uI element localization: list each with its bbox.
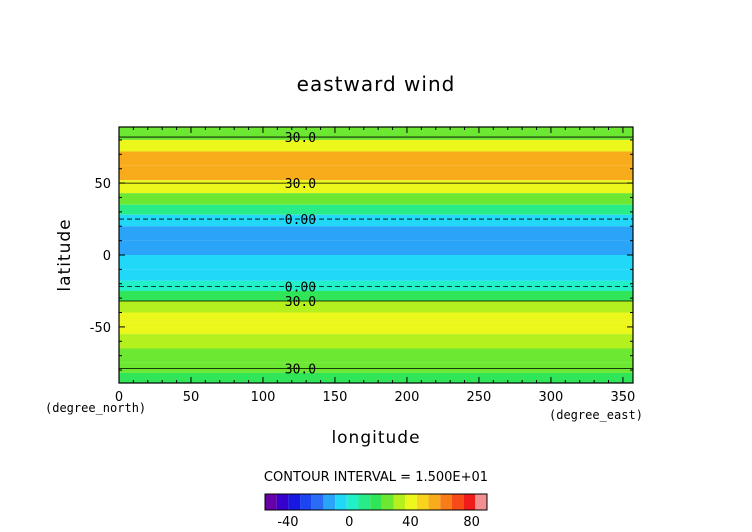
- colorbar-swatch: [393, 494, 406, 510]
- contour-label: 30.0: [285, 295, 316, 310]
- colorbar-tick-label: 40: [402, 515, 419, 530]
- x-tick-label: 150: [323, 390, 348, 405]
- heat-band: [119, 301, 633, 313]
- colorbar-swatch: [428, 494, 441, 510]
- x-tick-label: 0: [115, 390, 123, 405]
- colorbar-swatch: [416, 494, 429, 510]
- heat-band: [119, 204, 633, 215]
- heat-band: [119, 372, 633, 383]
- heat-band: [119, 269, 633, 281]
- y-tick-label: 50: [94, 177, 111, 192]
- heat-band: [119, 255, 633, 270]
- heat-band: [119, 139, 633, 152]
- colorbar-tick-label: 0: [345, 515, 353, 530]
- heat-band: [119, 226, 633, 241]
- heat-band: [119, 290, 633, 302]
- contour-label: 30.0: [285, 177, 316, 192]
- heat-band: [119, 240, 633, 255]
- colorbar-swatch: [335, 494, 347, 510]
- x-unit-label: (degree_east): [549, 408, 643, 422]
- x-tick-label: 50: [183, 390, 200, 405]
- colorbar-swatch: [370, 494, 382, 510]
- colorbar-swatch: [311, 494, 324, 510]
- x-tick-label: 100: [251, 390, 276, 405]
- heat-band: [119, 362, 633, 373]
- colorbar-tick-label: -40: [277, 515, 298, 530]
- contour-lines: [119, 136, 633, 370]
- contour-label: 30.0: [285, 363, 316, 378]
- colorbar-swatch: [475, 494, 487, 510]
- heat-band: [119, 193, 633, 205]
- heat-band: [119, 214, 633, 227]
- y-tick-label: 0: [103, 249, 111, 264]
- colorbar-swatch: [440, 494, 452, 510]
- heat-band: [119, 280, 633, 291]
- y-tick-labels: -50 0 50: [90, 177, 111, 336]
- y-axis-label: latitude: [55, 218, 75, 291]
- colorbar-tick-labels: -40 0 40 80: [277, 515, 480, 530]
- heat-band: [119, 180, 633, 194]
- y-tick-label: -50: [90, 321, 111, 336]
- axis-ticks: [118, 127, 633, 383]
- contour-interval-label: CONTOUR INTERVAL = 1.500E+01: [264, 470, 488, 485]
- x-axis-label: longitude: [331, 428, 420, 448]
- x-tick-label: 250: [467, 390, 492, 405]
- x-tick-label: 300: [539, 390, 564, 405]
- heat-band: [119, 312, 633, 323]
- colorbar-frame: [264, 493, 488, 511]
- colorbar-tick-label: 80: [463, 515, 480, 530]
- heat-band: [119, 322, 633, 335]
- heat-band: [119, 334, 633, 349]
- colorbar-swatch: [300, 494, 312, 510]
- contour-label: 0.00: [285, 213, 316, 228]
- heat-band: [119, 348, 633, 363]
- heat-band: [119, 151, 633, 166]
- colorbar-swatch: [265, 494, 277, 510]
- colorbar-swatch: [405, 494, 417, 510]
- x-tick-labels: 0 50 100 150 200 250 300 350: [115, 390, 635, 405]
- plot-area: [119, 127, 633, 383]
- colorbar-swatch: [463, 494, 476, 510]
- contour-label: 0.00: [285, 281, 316, 296]
- contour-label: 30.0: [285, 131, 316, 146]
- y-unit-label: (degree_north): [45, 401, 146, 415]
- x-tick-label: 200: [395, 390, 420, 405]
- heat-band: [119, 127, 633, 140]
- colorbar-swatch: [358, 494, 371, 510]
- colorbar: [264, 493, 488, 511]
- chart-title: eastward wind: [297, 72, 456, 96]
- colorbar-swatch: [451, 494, 464, 510]
- x-tick-label: 350: [611, 390, 636, 405]
- colorbar-swatch: [346, 494, 359, 510]
- heat-band: [119, 165, 633, 181]
- colorbar-swatch: [288, 494, 301, 510]
- colorbar-swatch: [323, 494, 336, 510]
- colorbar-swatch: [381, 494, 394, 510]
- colorbar-swatch: [276, 494, 289, 510]
